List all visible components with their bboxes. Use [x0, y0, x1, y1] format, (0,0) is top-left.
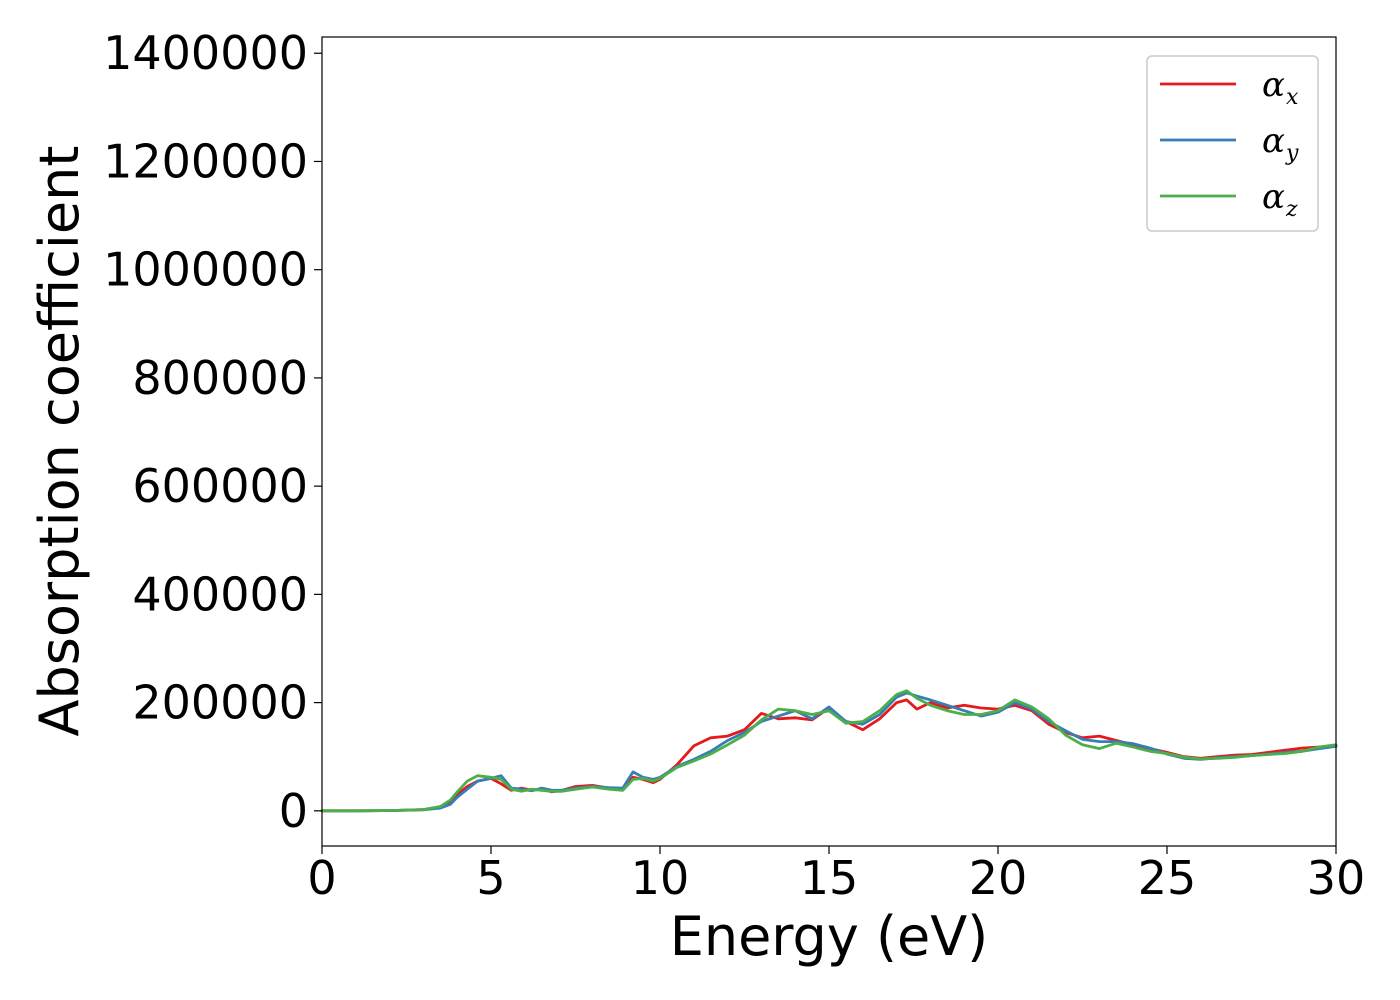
y-tick-label: 1000000 — [103, 243, 308, 297]
x-tick-label: 30 — [1307, 851, 1366, 905]
y-axis-title: Absorption coefficient — [28, 146, 91, 737]
legend-label-x: αx — [1262, 65, 1299, 110]
y-axis: 0 200000 400000 600000 800000 1000000 1200000 1… — [103, 26, 322, 838]
y-tick-label: 200000 — [132, 676, 308, 730]
x-tick-label: 20 — [969, 851, 1028, 905]
series-line-z — [320, 689, 1338, 813]
legend: αx αy αz — [1146, 55, 1319, 232]
x-axis: 0 5 10 15 20 25 30 — [307, 846, 1365, 905]
legend-label-z: αz — [1262, 177, 1298, 222]
y-tick-label: 800000 — [132, 351, 308, 405]
x-axis-title: Energy (eV) — [670, 905, 989, 968]
x-tick-label: 10 — [631, 851, 690, 905]
x-tick-label: 5 — [476, 851, 505, 905]
legend-box — [1146, 55, 1319, 232]
series-lines — [320, 689, 1338, 813]
y-tick-label: 400000 — [132, 567, 308, 621]
x-tick-label: 15 — [800, 851, 859, 905]
series-line-x — [320, 698, 1338, 813]
y-tick-label: 1400000 — [103, 26, 308, 80]
x-tick-label: 0 — [307, 851, 336, 905]
y-tick-label: 600000 — [132, 459, 308, 513]
y-tick-label: 1200000 — [103, 134, 308, 188]
legend-label-y: αy — [1262, 121, 1299, 166]
x-tick-label: 25 — [1138, 851, 1197, 905]
y-tick-label: 0 — [279, 784, 308, 838]
